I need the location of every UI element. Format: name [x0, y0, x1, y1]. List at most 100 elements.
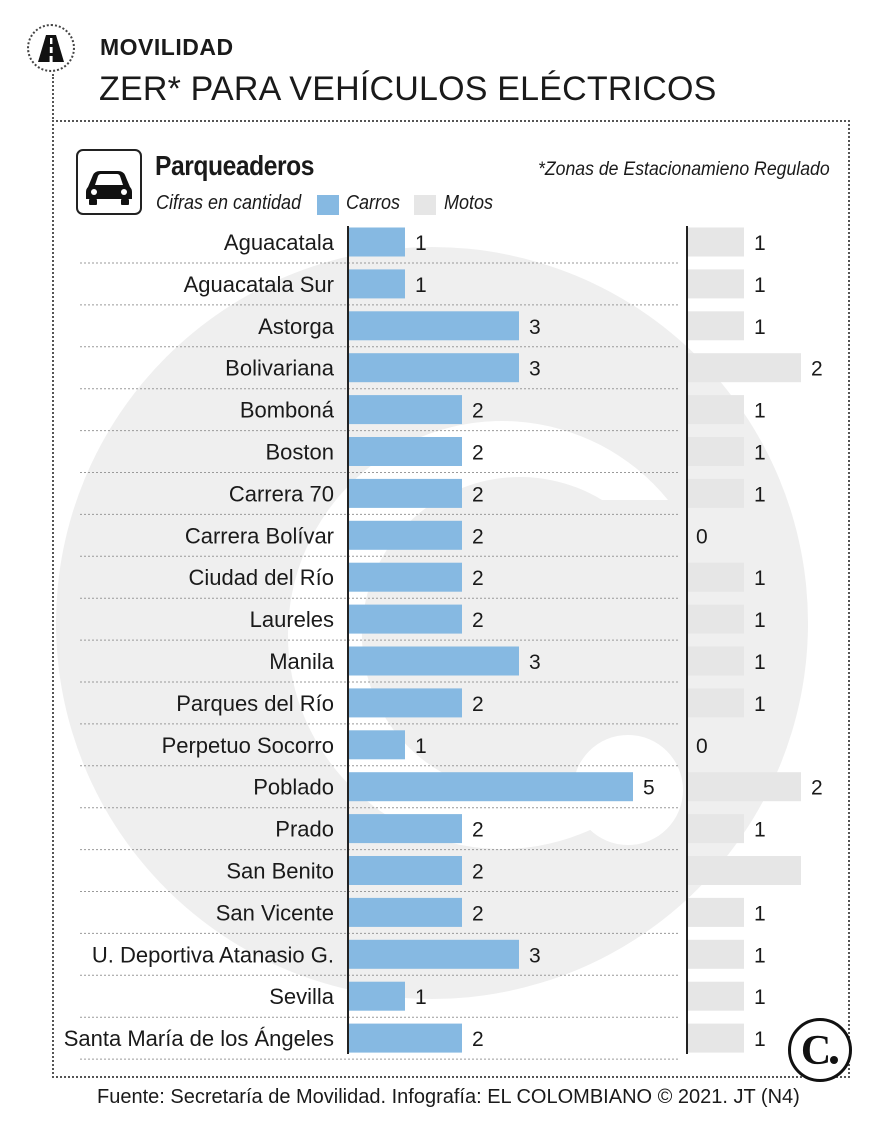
bar-motos — [687, 562, 744, 592]
footnote-zer: *Zonas de Estacionamieno Regulado — [538, 159, 830, 180]
legend-label-carros: Carros — [346, 192, 401, 214]
category-label: Ciudad del Río — [188, 565, 334, 590]
bar-motos — [687, 353, 801, 383]
legend-swatch-motos — [414, 195, 436, 215]
value-label-carros: 3 — [529, 358, 541, 381]
bar-carros — [348, 897, 462, 927]
bar-carros — [348, 646, 519, 676]
value-label-motos: 1 — [754, 442, 766, 465]
bar-motos — [687, 478, 744, 508]
bar-motos — [687, 981, 744, 1011]
bar-carros — [348, 478, 462, 508]
value-label-carros: 3 — [529, 944, 541, 967]
bar-carros — [348, 395, 462, 425]
value-label-carros: 2 — [472, 567, 484, 590]
bar-motos — [687, 227, 744, 257]
category-label: San Benito — [226, 859, 334, 884]
category-label: U. Deportiva Atanasio G. — [92, 942, 334, 967]
category-label: Perpetuo Socorro — [162, 733, 334, 758]
bar-carros — [348, 814, 462, 844]
bar-motos — [687, 939, 744, 969]
category-label: Sevilla — [269, 984, 335, 1009]
section-logo-circle — [27, 24, 75, 72]
bar-motos — [687, 646, 744, 676]
category-label: Aguacatala — [224, 230, 335, 255]
value-label-carros: 2 — [472, 819, 484, 842]
value-label-motos: 1 — [754, 902, 766, 925]
value-label-motos: 2 — [811, 358, 823, 381]
bar-carros — [348, 562, 462, 592]
value-label-motos: 1 — [754, 274, 766, 297]
value-label-carros: 1 — [415, 986, 427, 1009]
bar-carros — [348, 688, 462, 718]
panel-title: Parqueaderos — [155, 150, 315, 181]
bar-motos — [687, 269, 744, 299]
legend-swatch-carros — [317, 195, 339, 215]
bar-carros — [348, 772, 633, 802]
value-label-carros: 3 — [529, 651, 541, 674]
value-label-motos: 2 — [811, 777, 823, 800]
svg-text:C: C — [801, 1028, 831, 1074]
value-label-motos: 1 — [754, 944, 766, 967]
car-icon-box — [76, 149, 142, 215]
section-label: MOVILIDAD — [100, 34, 234, 60]
bar-carros — [348, 1023, 462, 1053]
category-label: Carrera Bolívar — [185, 523, 334, 548]
category-label: Astorga — [258, 314, 335, 339]
bar-carros — [348, 730, 405, 760]
panel-subtitle: Cifras en cantidad — [156, 192, 302, 214]
value-label-carros: 1 — [415, 274, 427, 297]
category-label: Parques del Río — [176, 691, 334, 716]
value-label-motos: 1 — [754, 986, 766, 1009]
value-label-motos: 1 — [754, 483, 766, 506]
bar-motos — [687, 1023, 744, 1053]
bar-carros — [348, 269, 405, 299]
category-label: Manila — [269, 649, 335, 674]
brand-badge: C — [788, 1018, 852, 1082]
bar-motos — [687, 856, 801, 885]
value-label-carros: 2 — [472, 483, 484, 506]
bar-carros — [348, 311, 519, 341]
value-label-motos: 1 — [754, 316, 766, 339]
value-label-carros: 2 — [472, 902, 484, 925]
category-label: Laureles — [250, 607, 334, 632]
bar-motos — [687, 604, 744, 634]
category-label: Santa María de los Ángeles — [64, 1026, 334, 1051]
value-label-motos: 1 — [754, 1028, 766, 1051]
source-credit: Fuente: Secretaría de Movilidad. Infogra… — [97, 1086, 800, 1108]
car-icon — [86, 171, 132, 205]
value-label-motos: 1 — [754, 400, 766, 423]
value-label-carros: 2 — [472, 400, 484, 423]
legend-label-motos: Motos — [444, 192, 494, 214]
value-label-carros: 2 — [472, 442, 484, 465]
bar-motos — [687, 897, 744, 927]
page-title: ZER* PARA VEHÍCULOS ELÉCTRICOS — [99, 70, 717, 108]
value-label-motos: 0 — [696, 735, 708, 758]
value-label-carros: 1 — [415, 232, 427, 255]
bar-motos — [687, 814, 744, 844]
bar-motos — [687, 437, 744, 466]
road-icon — [38, 35, 64, 62]
category-label: Boston — [266, 440, 335, 465]
value-label-carros: 2 — [472, 861, 484, 884]
value-label-carros: 2 — [472, 693, 484, 716]
bar-carros — [348, 353, 519, 383]
bar-carros — [348, 856, 462, 885]
value-label-carros: 1 — [415, 735, 427, 758]
infographic-frame — [52, 120, 850, 1078]
category-label: San Vicente — [216, 900, 334, 925]
category-label: Prado — [275, 817, 334, 842]
value-label-carros: 2 — [472, 1028, 484, 1051]
category-label: Aguacatala Sur — [184, 272, 334, 297]
bar-motos — [687, 772, 801, 802]
bar-carros — [348, 437, 462, 466]
bar-carros — [348, 227, 405, 257]
value-label-motos: 1 — [754, 819, 766, 842]
value-label-carros: 2 — [472, 525, 484, 548]
bar-motos — [687, 311, 744, 341]
value-label-motos: 1 — [754, 567, 766, 590]
bar-carros — [348, 520, 462, 550]
category-label: Bomboná — [240, 398, 335, 423]
category-label: Carrera 70 — [229, 481, 334, 506]
